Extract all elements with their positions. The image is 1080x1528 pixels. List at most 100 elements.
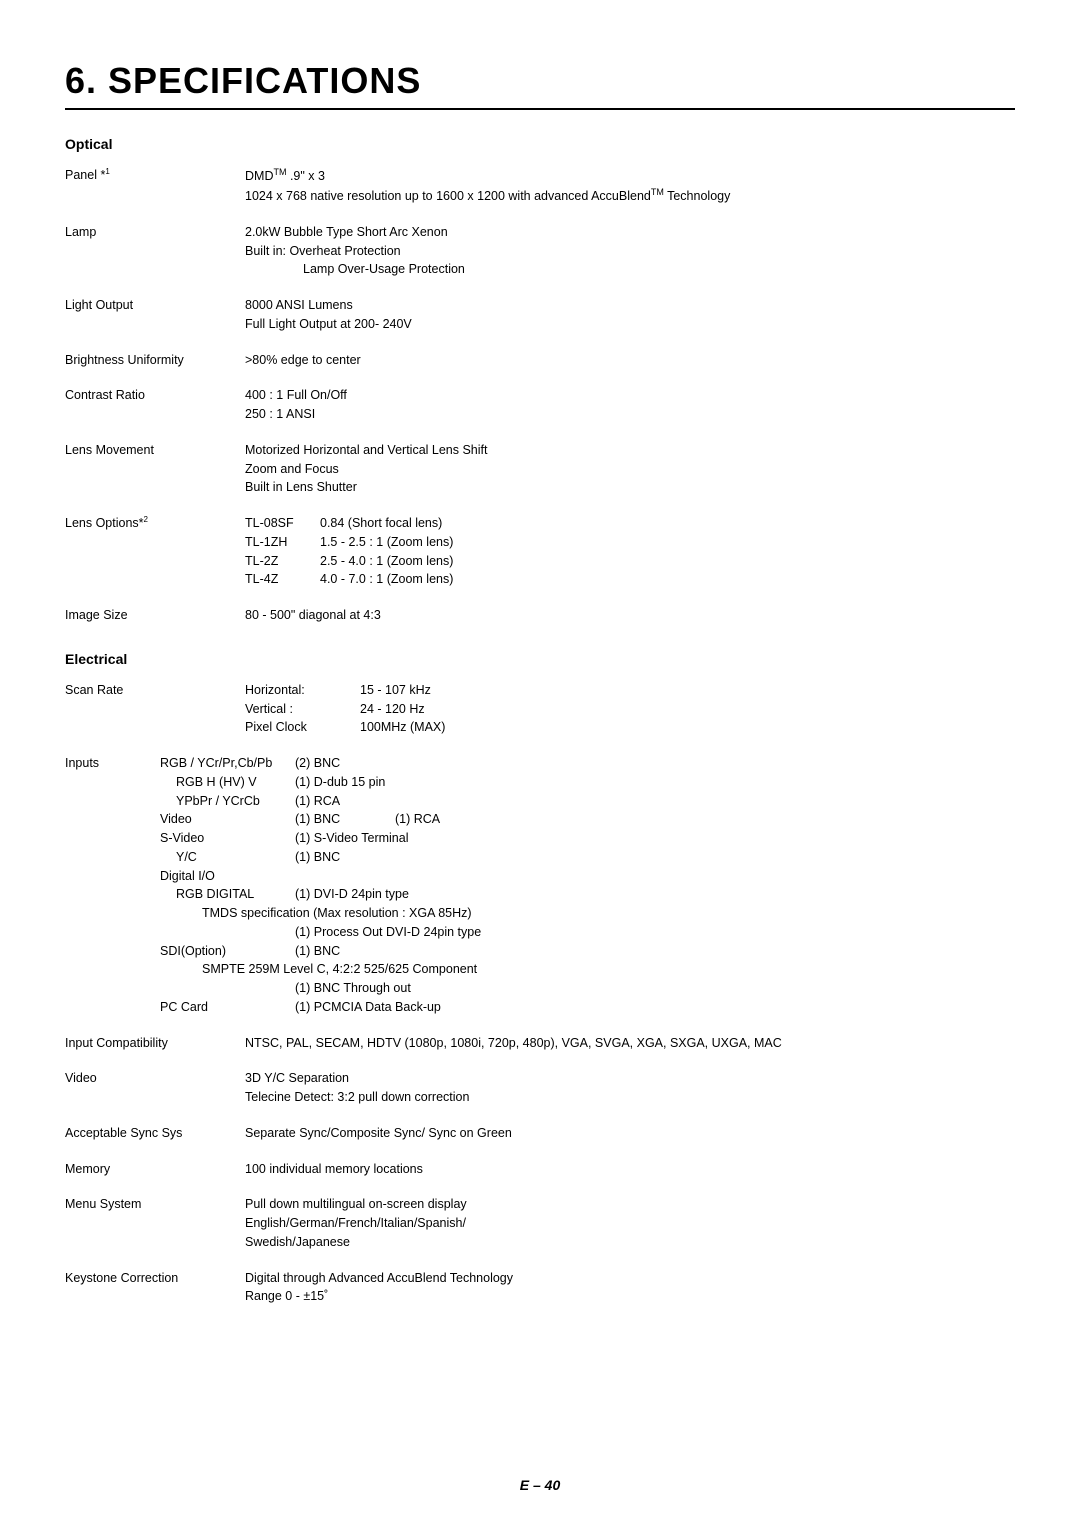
desc: 2.5 - 4.0 : 1 (Zoom lens): [320, 552, 473, 571]
row-input-compat: Input Compatibility NTSC, PAL, SECAM, HD…: [65, 1034, 1015, 1053]
v: 100MHz (MAX): [360, 718, 465, 737]
text: DMD: [245, 169, 273, 183]
row-panel: Panel *1 DMDTM .9" x 3 1024 x 768 native…: [65, 166, 1015, 206]
label-panel: Panel *1: [65, 166, 245, 206]
text: (1) BNC Through out: [295, 981, 411, 995]
value-contrast: 400 : 1 Full On/Off 250 : 1 ANSI: [245, 386, 1015, 424]
text: RGB DIGITAL: [176, 885, 295, 904]
value-input-compat: NTSC, PAL, SECAM, HDTV (1080p, 1080i, 72…: [245, 1034, 1015, 1053]
sup: 1: [105, 167, 109, 176]
text: SMPTE 259M Level C, 4:2:2 525/625 Compon…: [202, 962, 477, 976]
text: Built in Lens Shutter: [245, 478, 1015, 497]
label-memory: Memory: [65, 1160, 245, 1179]
text: (2) BNC: [295, 756, 340, 770]
page-footer: E – 40: [0, 1477, 1080, 1493]
tm: TM: [651, 187, 664, 197]
text: (1) Process Out DVI-D 24pin type: [295, 925, 481, 939]
value-menu: Pull down multilingual on-screen display…: [245, 1195, 1015, 1251]
row-video: Video 3D Y/C Separation Telecine Detect:…: [65, 1069, 1015, 1107]
label-lens-options: Lens Options*2: [65, 514, 245, 589]
value-brightness: >80% edge to center: [245, 351, 1015, 370]
title-rule: [65, 108, 1015, 110]
text: (1) D-dub 15 pin: [295, 775, 385, 789]
value-sync: Separate Sync/Composite Sync/ Sync on Gr…: [245, 1124, 1015, 1143]
code: TL-4Z: [245, 570, 320, 589]
label-sync: Acceptable Sync Sys: [65, 1124, 245, 1143]
value-scan-rate: Horizontal:15 - 107 kHz Vertical :24 - 1…: [245, 681, 1015, 737]
row-inputs: Inputs RGB / YCr/Pr,Cb/Pb(2) BNC RGB H (…: [65, 754, 1015, 1017]
text: (1) S-Video Terminal: [295, 831, 408, 845]
text: YPbPr / YCrCb: [176, 792, 295, 811]
row-menu: Menu System Pull down multilingual on-sc…: [65, 1195, 1015, 1251]
label-keystone: Keystone Correction: [65, 1269, 245, 1307]
text: RGB H (HV) V: [176, 773, 295, 792]
row-brightness: Brightness Uniformity >80% edge to cente…: [65, 351, 1015, 370]
row-sync: Acceptable Sync Sys Separate Sync/Compos…: [65, 1124, 1015, 1143]
desc: 0.84 (Short focal lens): [320, 514, 473, 533]
label-video: Video: [65, 1069, 245, 1107]
text: SDI(Option): [160, 942, 295, 961]
text: (1) RCA: [295, 794, 340, 808]
code: TL-1ZH: [245, 533, 320, 552]
text: (1) PCMCIA Data Back-up: [295, 1000, 441, 1014]
row-image-size: Image Size 80 - 500" diagonal at 4:3: [65, 606, 1015, 625]
row-lens-options: Lens Options*2 TL-08SF0.84 (Short focal …: [65, 514, 1015, 589]
label-text: Lens Options*: [65, 516, 144, 530]
text: Zoom and Focus: [245, 460, 1015, 479]
section-head-optical: Optical: [65, 136, 1015, 152]
text: (1) BNC: [295, 944, 340, 958]
text: 3D Y/C Separation: [245, 1069, 1015, 1088]
optical-table: Panel *1 DMDTM .9" x 3 1024 x 768 native…: [65, 166, 1015, 625]
text: (1) BNC: [295, 810, 395, 829]
text: Digital through Advanced AccuBlend Techn…: [245, 1269, 1015, 1288]
value-image-size: 80 - 500" diagonal at 4:3: [245, 606, 1015, 625]
value-panel: DMDTM .9" x 3 1024 x 768 native resoluti…: [245, 166, 1015, 206]
row-lens-movement: Lens Movement Motorized Horizontal and V…: [65, 441, 1015, 497]
code: TL-08SF: [245, 514, 320, 533]
value-lens-options: TL-08SF0.84 (Short focal lens) TL-1ZH1.5…: [245, 514, 1015, 589]
label-lens-movement: Lens Movement: [65, 441, 245, 497]
label-brightness: Brightness Uniformity: [65, 351, 245, 370]
text: Y/C: [176, 848, 295, 867]
text: Lamp Over-Usage Protection: [245, 260, 1015, 279]
v: 15 - 107 kHz: [360, 681, 465, 700]
text: Pull down multilingual on-screen display: [245, 1195, 1015, 1214]
text: Video: [160, 810, 295, 829]
text: Swedish/Japanese: [245, 1233, 1015, 1252]
v: 24 - 120 Hz: [360, 700, 465, 719]
text: Range 0 - ±15˚: [245, 1287, 1015, 1306]
text: 400 : 1 Full On/Off: [245, 386, 1015, 405]
label-text: Panel *: [65, 168, 105, 182]
tm: TM: [273, 167, 286, 177]
text: Built in: Overheat Protection: [245, 242, 1015, 261]
label-scan-rate: Scan Rate: [65, 681, 245, 737]
row-lamp: Lamp 2.0kW Bubble Type Short Arc Xenon B…: [65, 223, 1015, 279]
value-memory: 100 individual memory locations: [245, 1160, 1015, 1179]
row-keystone: Keystone Correction Digital through Adva…: [65, 1269, 1015, 1307]
text: 8000 ANSI Lumens: [245, 296, 1015, 315]
value-lamp: 2.0kW Bubble Type Short Arc Xenon Built …: [245, 223, 1015, 279]
row-scan-rate: Scan Rate Horizontal:15 - 107 kHz Vertic…: [65, 681, 1015, 737]
value-light-output: 8000 ANSI Lumens Full Light Output at 20…: [245, 296, 1015, 334]
label-lamp: Lamp: [65, 223, 245, 279]
row-light-output: Light Output 8000 ANSI Lumens Full Light…: [65, 296, 1015, 334]
text: 2.0kW Bubble Type Short Arc Xenon: [245, 223, 1015, 242]
text: Motorized Horizontal and Vertical Lens S…: [245, 441, 1015, 460]
text: RGB / YCr/Pr,Cb/Pb: [160, 754, 295, 773]
section-head-electrical: Electrical: [65, 651, 1015, 667]
text: English/German/French/Italian/Spanish/: [245, 1214, 1015, 1233]
label-input-compat: Input Compatibility: [65, 1034, 245, 1053]
row-contrast: Contrast Ratio 400 : 1 Full On/Off 250 :…: [65, 386, 1015, 424]
value-inputs: RGB / YCr/Pr,Cb/Pb(2) BNC RGB H (HV) V(1…: [160, 754, 1015, 1017]
text: Telecine Detect: 3:2 pull down correctio…: [245, 1088, 1015, 1107]
value-video: 3D Y/C Separation Telecine Detect: 3:2 p…: [245, 1069, 1015, 1107]
text: (1) DVI-D 24pin type: [295, 887, 409, 901]
text: (1) RCA: [395, 812, 440, 826]
text: Digital I/O: [160, 867, 295, 886]
text: 1024 x 768 native resolution up to 1600 …: [245, 189, 651, 203]
desc: 4.0 - 7.0 : 1 (Zoom lens): [320, 570, 473, 589]
k: Horizontal:: [245, 681, 360, 700]
value-lens-movement: Motorized Horizontal and Vertical Lens S…: [245, 441, 1015, 497]
code: TL-2Z: [245, 552, 320, 571]
sup: 2: [144, 515, 148, 524]
